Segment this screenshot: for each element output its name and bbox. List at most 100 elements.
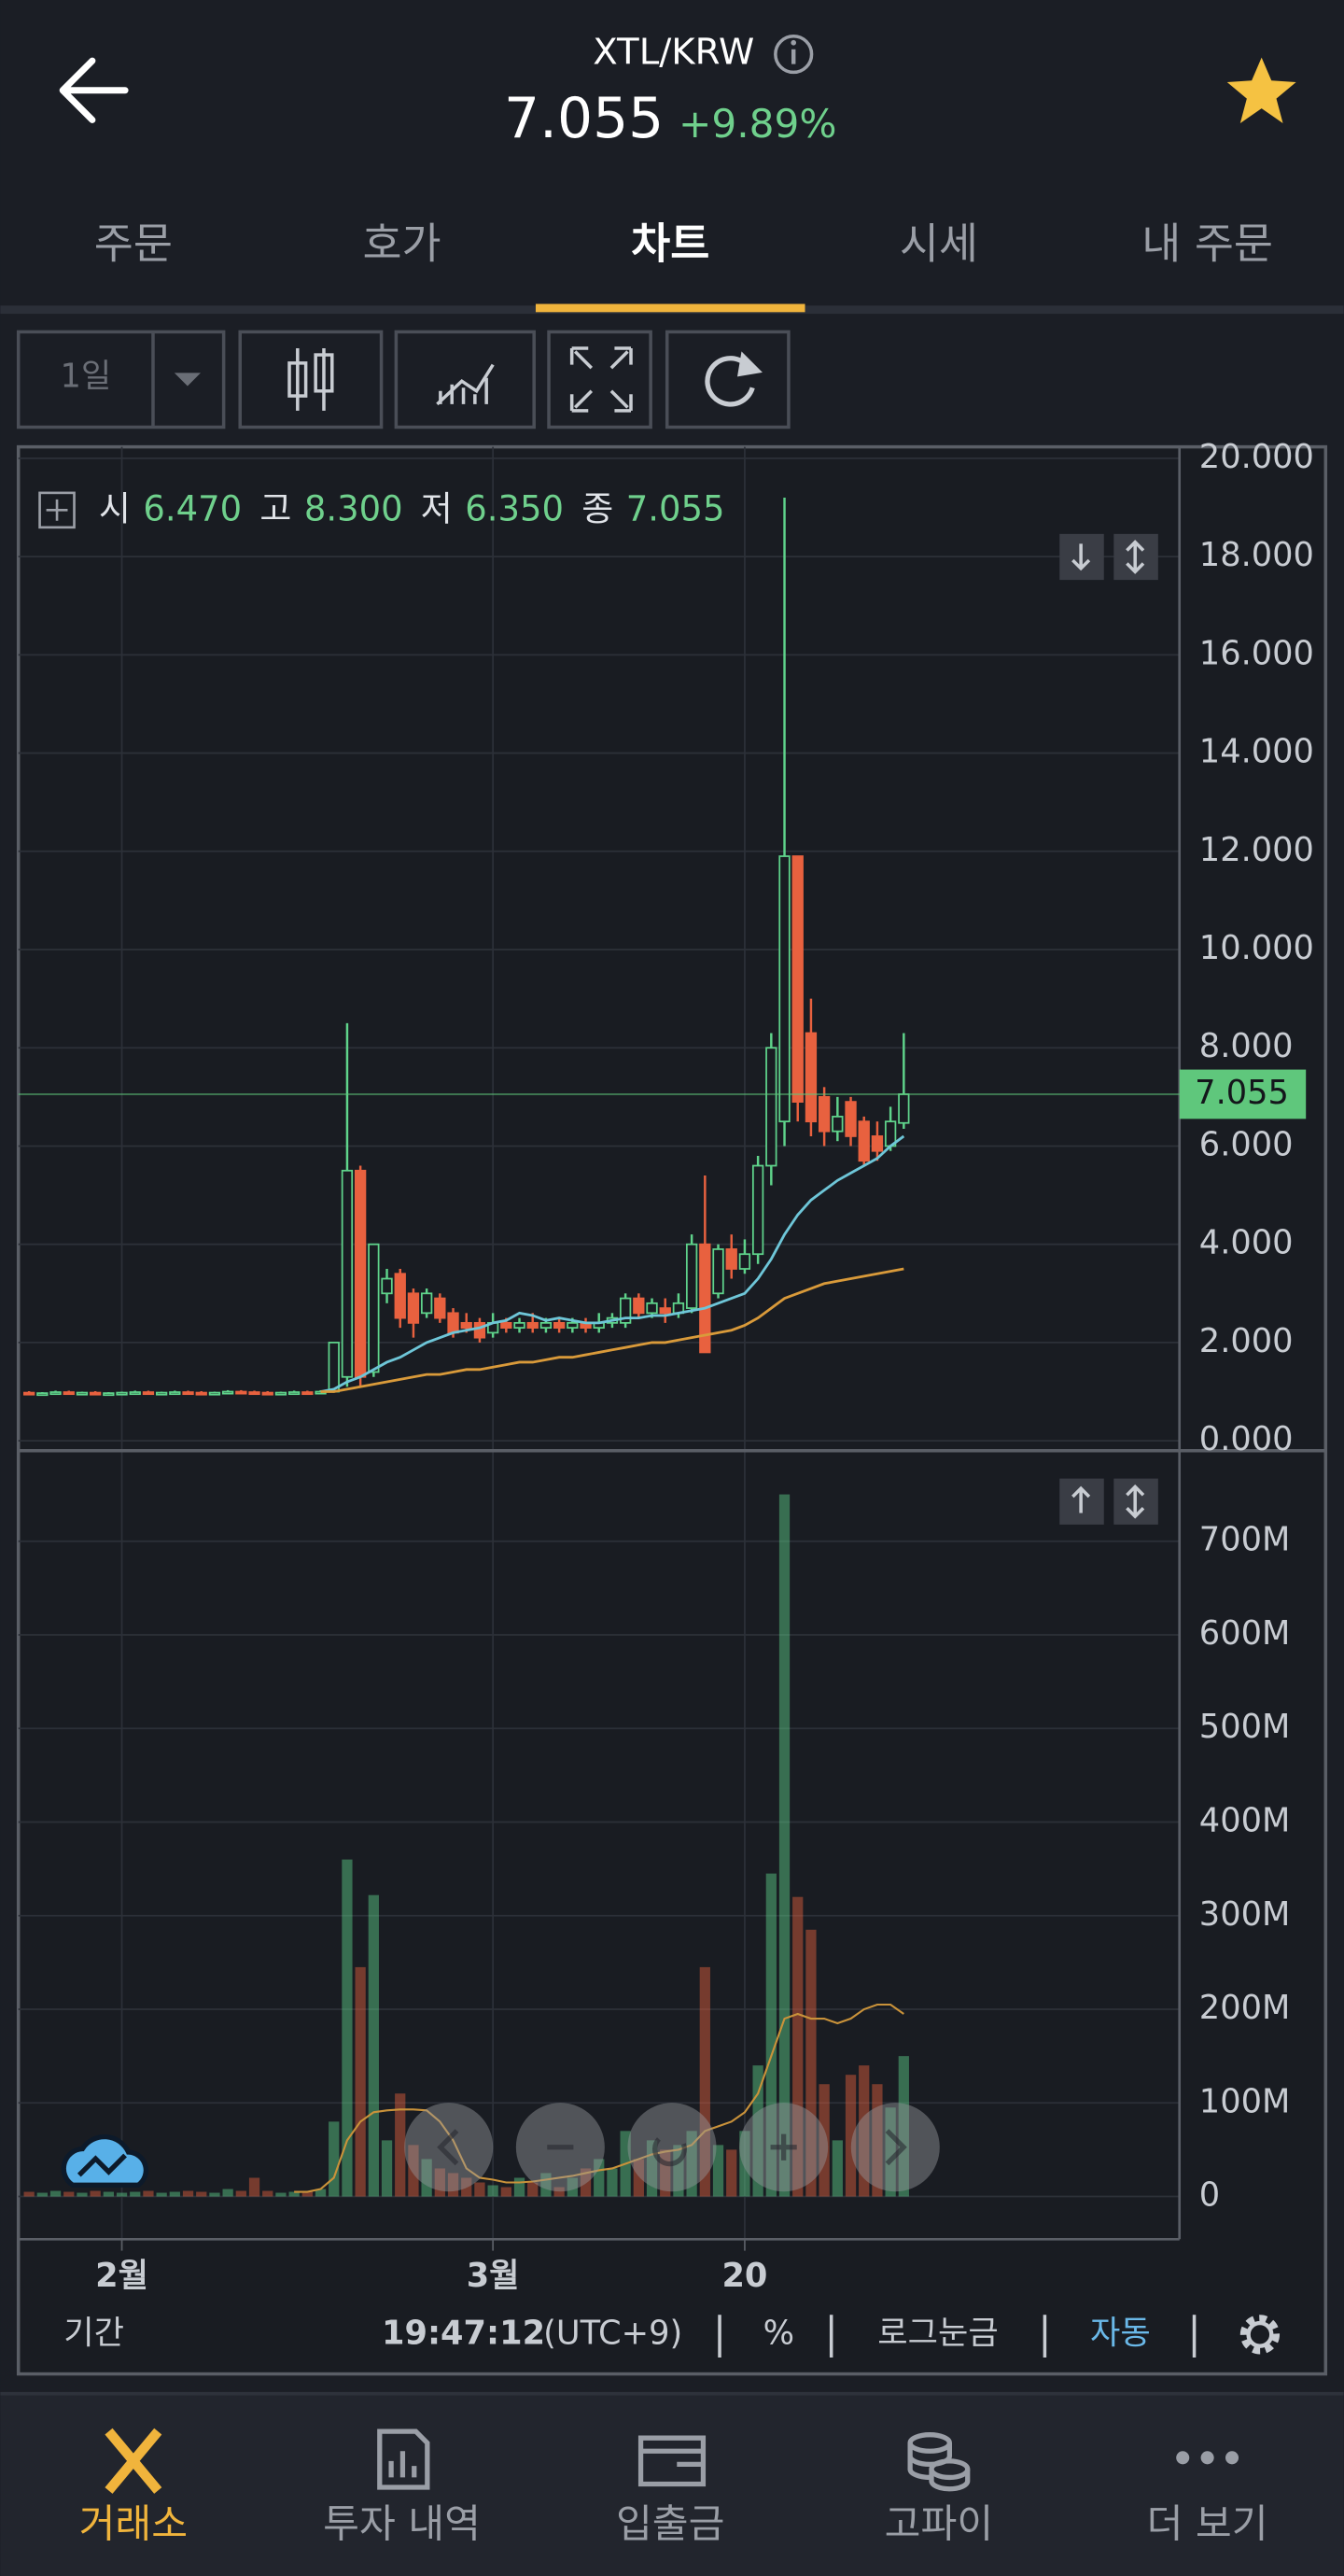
chart-nav-buttons[interactable]: [404, 2103, 940, 2192]
auto-toggle[interactable]: 자동: [1090, 2314, 1151, 2352]
favorite-star[interactable]: [1226, 57, 1296, 123]
ohlc-key: 종: [581, 489, 613, 529]
volume-tick-label: 200M: [1199, 1989, 1291, 2027]
volume-bar: [580, 2168, 592, 2197]
candle-body: [381, 1277, 393, 1295]
volume-bar: [805, 1929, 817, 2197]
candle-body: [460, 1321, 472, 1330]
nav-item[interactable]: 입출금: [616, 2501, 725, 2547]
volume-bar: [500, 2187, 511, 2197]
candle-body: [261, 1391, 273, 1396]
volume-bar: [116, 2192, 128, 2197]
volume-bar: [513, 2177, 525, 2197]
ohlc-key: 시: [99, 489, 131, 529]
nav-icons: [105, 2428, 1239, 2494]
volume-bar: [301, 2190, 313, 2197]
ohlc-value: 8.300: [304, 489, 403, 529]
x-tick-label: 2월: [95, 2257, 148, 2295]
candle-body: [818, 1095, 831, 1133]
tab[interactable]: 호가: [362, 218, 441, 268]
candle-body: [195, 1391, 207, 1396]
volume-bar: [699, 1966, 710, 2197]
volume-bar: [673, 2145, 684, 2197]
tab[interactable]: 내 주문: [1141, 218, 1273, 268]
fullscreen-button[interactable]: [547, 330, 652, 429]
y-tick-label: 18.000: [1199, 536, 1314, 574]
y-tick-label: 16.000: [1199, 634, 1314, 672]
volume-bar: [63, 2191, 75, 2197]
volume-bar: [607, 2168, 618, 2197]
volume-bar: [288, 2191, 300, 2197]
back-button[interactable]: [59, 57, 129, 123]
tab[interactable]: 주문: [94, 218, 173, 268]
volume-bar: [381, 2140, 393, 2197]
y-tick-label: 14.000: [1199, 733, 1314, 771]
volume-bar: [421, 2159, 432, 2197]
clock: 19:47:12: [382, 2314, 545, 2352]
settings-gear[interactable]: [1239, 2315, 1281, 2355]
nav-item[interactable]: 투자 내역: [323, 2501, 481, 2547]
volume-bar: [77, 2192, 88, 2197]
volume-bar: [222, 2189, 233, 2197]
candle-body: [832, 1116, 844, 1133]
volume-bar: [832, 2140, 843, 2197]
volume-bar: [23, 2191, 35, 2197]
ohlc-value: 6.470: [143, 489, 242, 529]
candle-body: [76, 1391, 89, 1396]
refresh-button[interactable]: [665, 330, 791, 429]
period-button[interactable]: 기간: [63, 2314, 124, 2352]
candle-body: [765, 1047, 777, 1167]
volume-bar: [819, 2084, 830, 2197]
volume-tick-label: 300M: [1199, 1895, 1291, 1934]
nav-item[interactable]: 더 보기: [1147, 2501, 1268, 2547]
candle-body: [871, 1135, 884, 1152]
candle-body: [725, 1248, 737, 1270]
indicator-button[interactable]: [394, 330, 536, 429]
candle-body: [341, 1169, 354, 1378]
candle-body: [142, 1391, 155, 1396]
volume-bar: [248, 2177, 260, 2197]
chart-type-button[interactable]: [238, 330, 384, 429]
candle-body: [553, 1321, 566, 1330]
candle-body: [539, 1321, 553, 1330]
tab[interactable]: 시세: [900, 218, 978, 268]
toolbar: [16, 330, 791, 429]
nav-item[interactable]: 고파이: [885, 2501, 994, 2547]
volume-bar: [395, 2093, 406, 2197]
candle-body: [778, 855, 791, 1123]
candle-body: [791, 855, 804, 1103]
info-icon[interactable]: [774, 34, 814, 75]
candle-body: [738, 1253, 751, 1270]
percent-toggle[interactable]: %: [763, 2314, 794, 2352]
scale-buttons[interactable]: [1059, 533, 1158, 1525]
volume-bar: [872, 2084, 883, 2197]
candle-body: [287, 1391, 301, 1396]
y-tick-label: 0.000: [1199, 1420, 1294, 1458]
candle-body: [169, 1391, 181, 1396]
candle-body: [63, 1391, 75, 1396]
nav-item[interactable]: 거래소: [79, 2501, 189, 2547]
volume-tick-label: 600M: [1199, 1614, 1291, 1653]
pair-name: XTL/KRW: [593, 32, 754, 74]
ohlc-value: 7.055: [626, 489, 725, 529]
volume-bar: [262, 2190, 273, 2197]
tab[interactable]: 차트: [631, 218, 709, 268]
candle-body: [394, 1273, 406, 1319]
period-select[interactable]: [16, 330, 226, 429]
candle-body: [898, 1093, 910, 1124]
volume-bar: [792, 1896, 804, 2197]
volume-bar: [355, 1966, 366, 2197]
candle-body: [22, 1391, 35, 1396]
candle-body: [500, 1321, 512, 1330]
candle-body: [328, 1342, 340, 1393]
timezone: (UTC+9): [543, 2314, 682, 2352]
volume-bar: [567, 2177, 578, 2197]
volume-bar: [103, 2191, 114, 2197]
volume-tick-label: 500M: [1199, 1708, 1291, 1746]
log-scale-toggle[interactable]: 로그눈금: [877, 2314, 999, 2352]
candle-body: [407, 1292, 420, 1324]
candle-body: [751, 1164, 764, 1256]
volume-tick-label: 0: [1199, 2176, 1220, 2215]
volume-bar: [553, 2187, 565, 2197]
